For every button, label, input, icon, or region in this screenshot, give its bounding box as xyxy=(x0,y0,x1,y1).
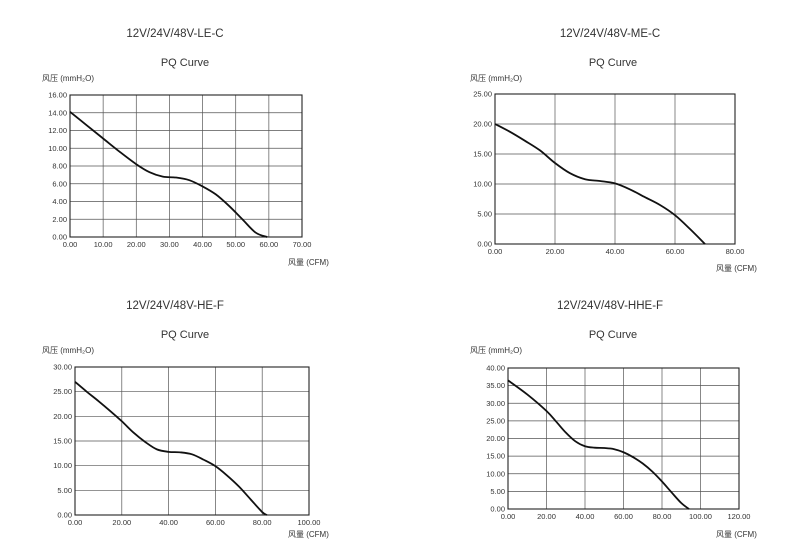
y-tick-label: 5.00 xyxy=(57,486,72,495)
y-tick-label: 15.00 xyxy=(53,437,72,446)
y-tick-label: 10.00 xyxy=(53,461,72,470)
x-axis-label: 风量 (CFM) xyxy=(288,258,329,267)
x-tick-label: 20.00 xyxy=(537,512,556,521)
chart-title: 12V/24V/48V-HHE-F xyxy=(556,300,664,312)
x-tick-label: 60.00 xyxy=(206,518,225,527)
chart-subtitle: PQ Curve xyxy=(160,329,210,341)
y-tick-label: 0.00 xyxy=(477,240,492,249)
y-tick-label: 15.00 xyxy=(473,150,492,159)
y-tick-label: 2.00 xyxy=(52,215,67,224)
y-tick-label: 16.00 xyxy=(48,91,67,100)
y-tick-label: 25.00 xyxy=(53,387,72,396)
y-tick-label: 0.00 xyxy=(57,511,72,520)
x-tick-label: 30.00 xyxy=(160,240,179,249)
pq-curve-line xyxy=(69,111,268,238)
x-tick-label: 40.00 xyxy=(193,240,212,249)
y-tick-label: 20.00 xyxy=(473,120,492,129)
chart-title: 12V/24V/48V-LE-C xyxy=(126,28,224,40)
y-tick-label: 30.00 xyxy=(486,399,505,408)
x-tick-label: 40.00 xyxy=(606,247,625,256)
x-tick-label: 60.00 xyxy=(614,512,633,521)
y-tick-label: 12.00 xyxy=(48,126,67,135)
y-axis-label: 风压 (mmH₂O) xyxy=(470,74,522,83)
pq-curve-line xyxy=(494,123,706,245)
y-tick-label: 14.00 xyxy=(48,108,67,117)
x-tick-label: 80.00 xyxy=(253,518,272,527)
pq-curve-line xyxy=(74,381,268,516)
y-axis-label: 风压 (mmH₂O) xyxy=(42,346,94,355)
y-tick-label: 10.00 xyxy=(48,144,67,153)
y-tick-label: 5.00 xyxy=(477,210,492,219)
x-tick-label: 10.00 xyxy=(94,240,113,249)
x-tick-label: 60.00 xyxy=(666,247,685,256)
x-tick-label: 0.00 xyxy=(68,518,83,527)
x-tick-label: 50.00 xyxy=(226,240,245,249)
x-tick-label: 80.00 xyxy=(653,512,672,521)
x-tick-label: 40.00 xyxy=(576,512,595,521)
x-tick-label: 0.00 xyxy=(501,512,516,521)
x-tick-label: 70.00 xyxy=(293,240,312,249)
y-tick-label: 4.00 xyxy=(52,197,67,206)
chart-subtitle: PQ Curve xyxy=(588,57,638,69)
y-tick-label: 0.00 xyxy=(52,233,67,242)
plot-frame xyxy=(69,94,303,238)
x-tick-label: 40.00 xyxy=(159,518,178,527)
y-tick-label: 20.00 xyxy=(486,434,505,443)
y-axis-label: 风压 (mmH₂O) xyxy=(42,74,94,83)
y-tick-label: 6.00 xyxy=(52,179,67,188)
y-tick-label: 25.00 xyxy=(486,416,505,425)
pq-curve-line xyxy=(507,379,690,510)
y-tick-label: 5.00 xyxy=(490,487,505,496)
y-tick-label: 30.00 xyxy=(53,363,72,372)
y-tick-label: 0.00 xyxy=(490,505,505,514)
x-tick-label: 20.00 xyxy=(546,247,565,256)
x-axis-label: 风量 (CFM) xyxy=(716,264,757,273)
plot-frame xyxy=(507,367,740,510)
plot-frame xyxy=(494,93,736,245)
x-tick-label: 60.00 xyxy=(259,240,278,249)
x-tick-label: 100.00 xyxy=(689,512,712,521)
x-axis-label: 风量 (CFM) xyxy=(716,530,757,539)
y-tick-label: 35.00 xyxy=(486,381,505,390)
y-tick-label: 15.00 xyxy=(486,452,505,461)
x-tick-label: 120.00 xyxy=(728,512,751,521)
chart-subtitle: PQ Curve xyxy=(160,57,210,69)
y-tick-label: 25.00 xyxy=(473,90,492,99)
x-tick-label: 20.00 xyxy=(112,518,131,527)
x-tick-label: 80.00 xyxy=(726,247,745,256)
x-tick-label: 100.00 xyxy=(298,518,321,527)
x-axis-label: 风量 (CFM) xyxy=(288,530,329,539)
chart-subtitle: PQ Curve xyxy=(588,329,638,341)
y-tick-label: 10.00 xyxy=(486,469,505,478)
chart-title: 12V/24V/48V-HE-F xyxy=(126,300,224,312)
chart-title: 12V/24V/48V-ME-C xyxy=(559,28,661,40)
y-tick-label: 10.00 xyxy=(473,180,492,189)
plot-frame xyxy=(74,366,310,516)
y-tick-label: 20.00 xyxy=(53,412,72,421)
x-tick-label: 0.00 xyxy=(488,247,503,256)
x-tick-label: 20.00 xyxy=(127,240,146,249)
y-tick-label: 8.00 xyxy=(52,162,67,171)
y-tick-label: 40.00 xyxy=(486,364,505,373)
x-tick-label: 0.00 xyxy=(63,240,78,249)
y-axis-label: 风压 (mmH₂O) xyxy=(470,346,522,355)
